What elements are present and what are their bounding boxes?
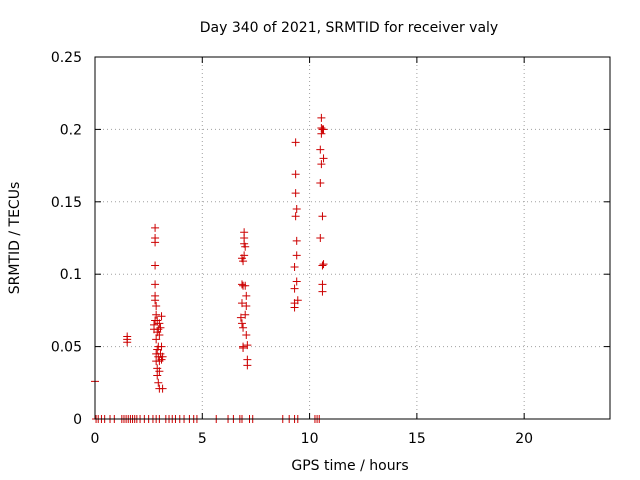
data-point bbox=[152, 335, 161, 344]
x-tick-label: 15 bbox=[408, 431, 426, 447]
x-tick-label: 10 bbox=[301, 431, 319, 447]
data-point bbox=[316, 145, 325, 154]
x-tick-label: 5 bbox=[198, 431, 207, 447]
data-point bbox=[292, 251, 301, 260]
data-point bbox=[241, 281, 250, 290]
y-tick-label: 0 bbox=[73, 412, 82, 428]
data-point bbox=[237, 280, 246, 289]
data-point bbox=[317, 113, 326, 122]
data-point bbox=[290, 284, 299, 293]
data-point bbox=[151, 223, 160, 232]
data-point bbox=[152, 310, 161, 319]
data-point bbox=[156, 323, 165, 332]
data-point bbox=[319, 154, 328, 163]
data-point bbox=[155, 367, 164, 376]
y-tick-label: 0.05 bbox=[51, 340, 82, 356]
data-point bbox=[151, 280, 160, 289]
data-point bbox=[155, 319, 164, 328]
data-point bbox=[239, 344, 248, 353]
y-tick-label: 0.15 bbox=[51, 195, 82, 211]
x-tick-labels: 0 5 10 15 20 bbox=[91, 431, 534, 447]
x-axis-label: GPS time / hours bbox=[291, 458, 408, 474]
plot-frame bbox=[94, 56, 611, 420]
data-point bbox=[291, 170, 300, 179]
y-axis-label: SRMTID / TECUs bbox=[7, 182, 23, 295]
data-point bbox=[151, 296, 160, 305]
data-point bbox=[242, 302, 251, 311]
y-tick-label: 0.2 bbox=[60, 122, 82, 138]
data-point bbox=[154, 378, 163, 387]
x-tick-label: 20 bbox=[515, 431, 533, 447]
data-point bbox=[150, 320, 159, 329]
data-point bbox=[154, 325, 163, 334]
y-tick-labels: 0 0.05 0.1 0.15 0.2 0.25 bbox=[51, 50, 82, 428]
data-point bbox=[151, 261, 160, 270]
data-point bbox=[158, 352, 167, 361]
data-point bbox=[319, 260, 328, 269]
data-point bbox=[237, 299, 246, 308]
chart-title: Day 340 of 2021, SRMTID for receiver val… bbox=[200, 20, 498, 36]
data-point bbox=[241, 242, 250, 251]
data-point bbox=[240, 251, 249, 260]
data-point bbox=[155, 331, 164, 340]
data-point bbox=[319, 125, 328, 134]
data-point bbox=[243, 341, 252, 350]
data-point bbox=[158, 384, 167, 393]
data-point bbox=[316, 178, 325, 187]
data-point bbox=[241, 310, 250, 319]
data-point bbox=[293, 296, 302, 305]
data-point bbox=[291, 138, 300, 147]
grid-layer bbox=[95, 57, 610, 419]
y-tick-label: 0.1 bbox=[60, 267, 82, 283]
data-point bbox=[151, 238, 160, 247]
data-point bbox=[318, 261, 327, 270]
data-point bbox=[236, 313, 245, 322]
data-point bbox=[243, 361, 252, 370]
data-point bbox=[242, 331, 251, 340]
data-point bbox=[157, 342, 166, 351]
data-point bbox=[318, 287, 327, 296]
data-point bbox=[239, 257, 248, 266]
data-point bbox=[291, 212, 300, 221]
data-point bbox=[291, 189, 300, 198]
data-point bbox=[155, 357, 164, 366]
data-point bbox=[292, 236, 301, 245]
data-point bbox=[123, 332, 132, 341]
data-point bbox=[157, 312, 166, 321]
data-point bbox=[292, 277, 301, 286]
data-point bbox=[242, 291, 251, 300]
y-tick-label: 0.25 bbox=[51, 50, 82, 66]
data-point bbox=[239, 323, 248, 332]
x-tick-label: 0 bbox=[91, 431, 100, 447]
data-point bbox=[237, 319, 246, 328]
data-point bbox=[317, 129, 326, 138]
data-point bbox=[316, 234, 325, 242]
data-point bbox=[318, 280, 327, 289]
data-points bbox=[91, 113, 328, 423]
data-point bbox=[317, 160, 326, 169]
data-point bbox=[292, 205, 301, 214]
data-point bbox=[152, 302, 161, 311]
axis-ticks bbox=[94, 56, 610, 420]
data-point bbox=[153, 371, 162, 380]
data-point bbox=[290, 303, 299, 312]
data-point bbox=[290, 262, 299, 271]
data-point bbox=[318, 212, 327, 221]
